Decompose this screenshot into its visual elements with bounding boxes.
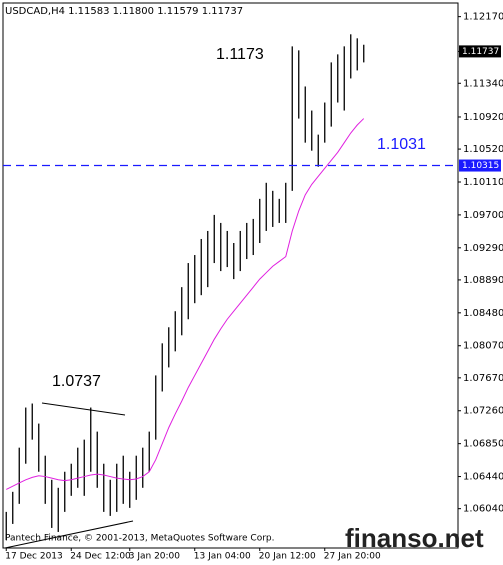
y-tick-label: 1.07260 xyxy=(463,406,503,417)
x-tick-label: 17 Dec 2013 xyxy=(5,552,63,562)
y-tick-label: 1.06040 xyxy=(463,504,503,515)
trend-line xyxy=(41,402,126,416)
x-tick-label: 24 Dec 12:00 xyxy=(70,552,131,562)
current-price-box xyxy=(459,45,501,58)
trend-line xyxy=(4,520,134,549)
y-tick-label: 1.08890 xyxy=(463,275,503,286)
chart-title: USDCAD,H4 1.11583 1.11800 1.11579 1.1173… xyxy=(5,6,243,17)
annotation: 1.0737 xyxy=(52,373,101,390)
plot-frame xyxy=(2,2,459,549)
y-tick-label: 1.06440 xyxy=(463,472,503,483)
y-tick-label: 1.10520 xyxy=(463,144,503,155)
current-price-label: 1.11737 xyxy=(462,47,499,57)
x-tick-label: 27 Jan 20:00 xyxy=(324,552,381,562)
y-tick-label: 1.09700 xyxy=(463,210,503,221)
y-tick-label: 1.08480 xyxy=(463,308,503,319)
moving-average xyxy=(6,118,365,490)
annotation: 1.1031 xyxy=(377,136,426,153)
y-tick-label: 1.08070 xyxy=(463,341,503,352)
x-tick-label: 3 Jan 20:00 xyxy=(129,552,181,562)
y-tick-label: 1.10110 xyxy=(463,177,503,188)
y-tick-label: 1.11340 xyxy=(463,78,503,89)
watermark: finanso.net xyxy=(345,523,484,553)
level-box xyxy=(459,159,501,172)
x-tick-label: 13 Jan 04:00 xyxy=(194,552,251,562)
annotation: 1.1173 xyxy=(216,46,264,63)
y-tick-label: 1.06850 xyxy=(463,439,503,450)
copyright: Pantech Finance, © 2001-2013, MetaQuotes… xyxy=(5,534,274,544)
y-tick-label: 1.09290 xyxy=(463,243,503,254)
x-tick-label: 20 Jan 12:00 xyxy=(259,552,316,562)
y-tick-label: 1.07670 xyxy=(463,373,503,384)
level-label: 1.10315 xyxy=(462,161,499,171)
y-tick-label: 1.12170 xyxy=(463,12,503,23)
y-tick-label: 1.10920 xyxy=(463,112,503,123)
